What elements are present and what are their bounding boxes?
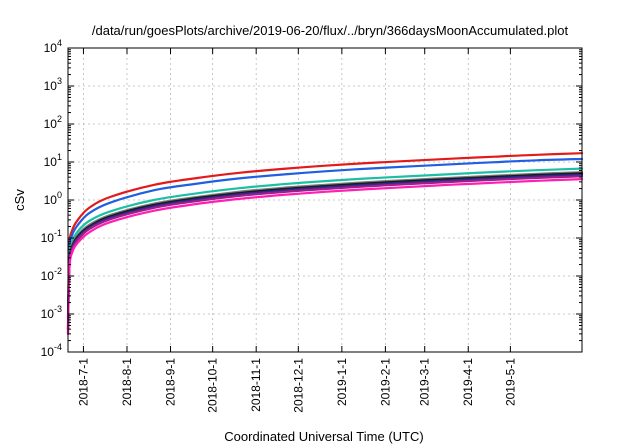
y-tick-exponent: -3: [54, 304, 62, 314]
y-tick-label: 10-4: [41, 342, 62, 359]
series-line-6: [66, 173, 584, 331]
y-tick-exponent: 2: [57, 114, 62, 124]
y-tick-base: 10: [44, 193, 58, 207]
y-tick-label: 100: [44, 190, 62, 207]
x-axis: 2018-7-1 2018-8-1 2018-9-1 2018-10-1 2018-11…: [76, 48, 517, 413]
y-tick-label: 104: [44, 38, 62, 55]
series-line-2: [66, 157, 584, 324]
x-axis-label: Coordinated Universal Time (UTC): [224, 429, 423, 444]
y-tick-label: 101: [44, 152, 62, 169]
y-tick-exponent: 1: [57, 152, 62, 162]
y-tick-label: 102: [44, 114, 62, 131]
y-tick-base: 10: [41, 345, 55, 359]
y-tick-base: 10: [44, 155, 58, 169]
x-tick-label: 2019-4-1: [461, 358, 475, 406]
series-line-5: [66, 172, 584, 331]
series-line-3: [66, 167, 584, 327]
y-tick-base: 10: [44, 117, 58, 131]
x-tick-label: 2019-5-1: [503, 358, 517, 406]
y-tick-exponent: 4: [57, 38, 62, 48]
x-tick-label: 2018-7-1: [76, 358, 90, 406]
y-tick-exponent: -2: [54, 266, 62, 276]
series-group: [66, 152, 584, 335]
grid: [68, 48, 582, 352]
x-tick-label: 2019-3-1: [418, 358, 432, 406]
y-tick-label: 103: [44, 76, 62, 93]
x-tick-label: 2019-2-1: [378, 358, 392, 406]
y-tick-exponent: 0: [57, 190, 62, 200]
series-line-8: [66, 178, 584, 335]
y-tick-label: 10-2: [41, 266, 62, 283]
x-tick-label: 2019-1-1: [335, 358, 349, 406]
y-tick-base: 10: [41, 269, 55, 283]
y-tick-base: 10: [44, 41, 58, 55]
series-line-4: [66, 171, 584, 331]
y-tick-base: 10: [41, 231, 55, 245]
x-tick-label: 2018-8-1: [120, 358, 134, 406]
series-line-7: [66, 175, 584, 335]
y-axis-label: cSv: [12, 189, 27, 211]
y-tick-exponent: 3: [57, 76, 62, 86]
x-tick-label: 2018-9-1: [164, 358, 178, 406]
x-tick-label: 2018-10-1: [206, 358, 220, 413]
series-line-1: [66, 152, 584, 319]
x-tick-label: 2018-11-1: [249, 358, 263, 412]
chart-title: /data/run/goesPlots/archive/2019-06-20/f…: [92, 23, 569, 38]
x-tick-label: 2018-12-1: [291, 358, 305, 413]
y-tick-base: 10: [44, 79, 58, 93]
y-tick-base: 10: [41, 307, 55, 321]
y-tick-exponent: -4: [54, 342, 62, 352]
y-tick-exponent: -1: [54, 228, 62, 238]
y-tick-label: 10-3: [41, 304, 62, 321]
y-tick-label: 10-1: [41, 228, 62, 245]
